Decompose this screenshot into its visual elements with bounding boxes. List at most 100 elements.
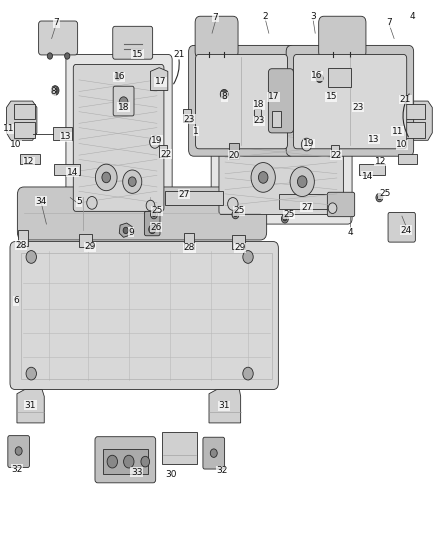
- FancyBboxPatch shape: [95, 437, 155, 483]
- Text: 32: 32: [11, 465, 23, 473]
- Text: 18: 18: [253, 100, 265, 109]
- Text: 8: 8: [221, 92, 227, 101]
- Polygon shape: [17, 390, 44, 423]
- Text: 24: 24: [401, 226, 412, 235]
- Bar: [103, 449, 148, 474]
- Bar: [184, 233, 194, 249]
- Circle shape: [107, 455, 117, 468]
- Circle shape: [15, 447, 22, 455]
- Text: 2: 2: [262, 12, 268, 21]
- Text: 21: 21: [173, 50, 184, 59]
- FancyBboxPatch shape: [268, 69, 293, 133]
- Text: 19: 19: [151, 136, 163, 145]
- FancyBboxPatch shape: [195, 54, 287, 149]
- FancyBboxPatch shape: [293, 54, 407, 149]
- Text: 16: 16: [113, 72, 125, 81]
- Circle shape: [258, 172, 268, 183]
- Polygon shape: [151, 68, 168, 91]
- FancyBboxPatch shape: [165, 191, 223, 205]
- FancyBboxPatch shape: [327, 192, 355, 216]
- Text: 10: 10: [11, 140, 22, 149]
- Text: 15: 15: [325, 92, 337, 101]
- FancyBboxPatch shape: [66, 54, 172, 221]
- Text: 13: 13: [60, 132, 72, 141]
- Circle shape: [243, 251, 253, 263]
- Text: 32: 32: [216, 466, 228, 475]
- FancyBboxPatch shape: [10, 241, 279, 390]
- Circle shape: [301, 138, 312, 151]
- Text: 29: 29: [234, 244, 246, 253]
- Bar: [53, 127, 72, 140]
- Circle shape: [65, 53, 70, 59]
- Text: 1: 1: [193, 127, 199, 136]
- Text: 12: 12: [374, 157, 386, 166]
- Circle shape: [316, 74, 323, 83]
- Circle shape: [47, 53, 53, 59]
- Circle shape: [141, 456, 150, 467]
- FancyBboxPatch shape: [203, 437, 225, 469]
- Circle shape: [115, 73, 121, 80]
- FancyBboxPatch shape: [113, 26, 152, 59]
- Text: 25: 25: [151, 206, 162, 215]
- Text: 12: 12: [23, 157, 35, 166]
- Text: 15: 15: [132, 50, 143, 59]
- Circle shape: [26, 251, 36, 263]
- Bar: [254, 109, 261, 122]
- Circle shape: [95, 164, 117, 191]
- Bar: [18, 230, 28, 246]
- Text: 25: 25: [379, 189, 390, 198]
- Text: 25: 25: [283, 210, 295, 219]
- FancyBboxPatch shape: [328, 68, 351, 87]
- FancyBboxPatch shape: [211, 54, 352, 224]
- FancyBboxPatch shape: [319, 16, 366, 58]
- Bar: [21, 253, 272, 379]
- Circle shape: [26, 367, 36, 380]
- FancyBboxPatch shape: [286, 45, 413, 156]
- Circle shape: [123, 170, 142, 193]
- Bar: [398, 154, 417, 164]
- Bar: [183, 109, 191, 122]
- Text: 19: 19: [303, 139, 314, 148]
- Circle shape: [87, 197, 97, 209]
- Circle shape: [151, 211, 157, 219]
- Bar: [404, 104, 425, 119]
- FancyBboxPatch shape: [189, 45, 294, 156]
- FancyBboxPatch shape: [162, 432, 197, 464]
- Text: 9: 9: [128, 228, 134, 237]
- Text: 28: 28: [16, 241, 27, 250]
- FancyBboxPatch shape: [279, 194, 332, 209]
- FancyBboxPatch shape: [195, 16, 238, 58]
- Text: 22: 22: [330, 151, 342, 160]
- Text: 30: 30: [166, 470, 177, 479]
- Circle shape: [150, 135, 160, 148]
- Bar: [272, 111, 280, 126]
- Polygon shape: [119, 223, 132, 237]
- Text: 23: 23: [184, 115, 195, 124]
- Circle shape: [283, 216, 286, 221]
- Bar: [54, 164, 80, 175]
- Circle shape: [124, 455, 134, 468]
- FancyBboxPatch shape: [145, 212, 160, 236]
- Text: 31: 31: [25, 401, 36, 410]
- Text: 34: 34: [35, 197, 47, 206]
- Text: 7: 7: [212, 13, 219, 22]
- Text: 14: 14: [67, 167, 78, 176]
- Polygon shape: [209, 390, 240, 423]
- FancyBboxPatch shape: [8, 435, 29, 467]
- FancyBboxPatch shape: [73, 64, 164, 212]
- Circle shape: [297, 176, 307, 188]
- Bar: [21, 154, 40, 164]
- Bar: [14, 122, 35, 138]
- Circle shape: [290, 167, 314, 197]
- Text: 18: 18: [118, 103, 129, 112]
- Circle shape: [220, 90, 228, 99]
- Circle shape: [102, 172, 110, 183]
- Bar: [365, 127, 385, 140]
- Circle shape: [232, 211, 239, 219]
- Bar: [404, 122, 425, 138]
- Circle shape: [149, 225, 155, 233]
- Text: 27: 27: [179, 190, 190, 199]
- Circle shape: [210, 449, 217, 457]
- Circle shape: [119, 97, 128, 108]
- Text: 6: 6: [13, 296, 19, 305]
